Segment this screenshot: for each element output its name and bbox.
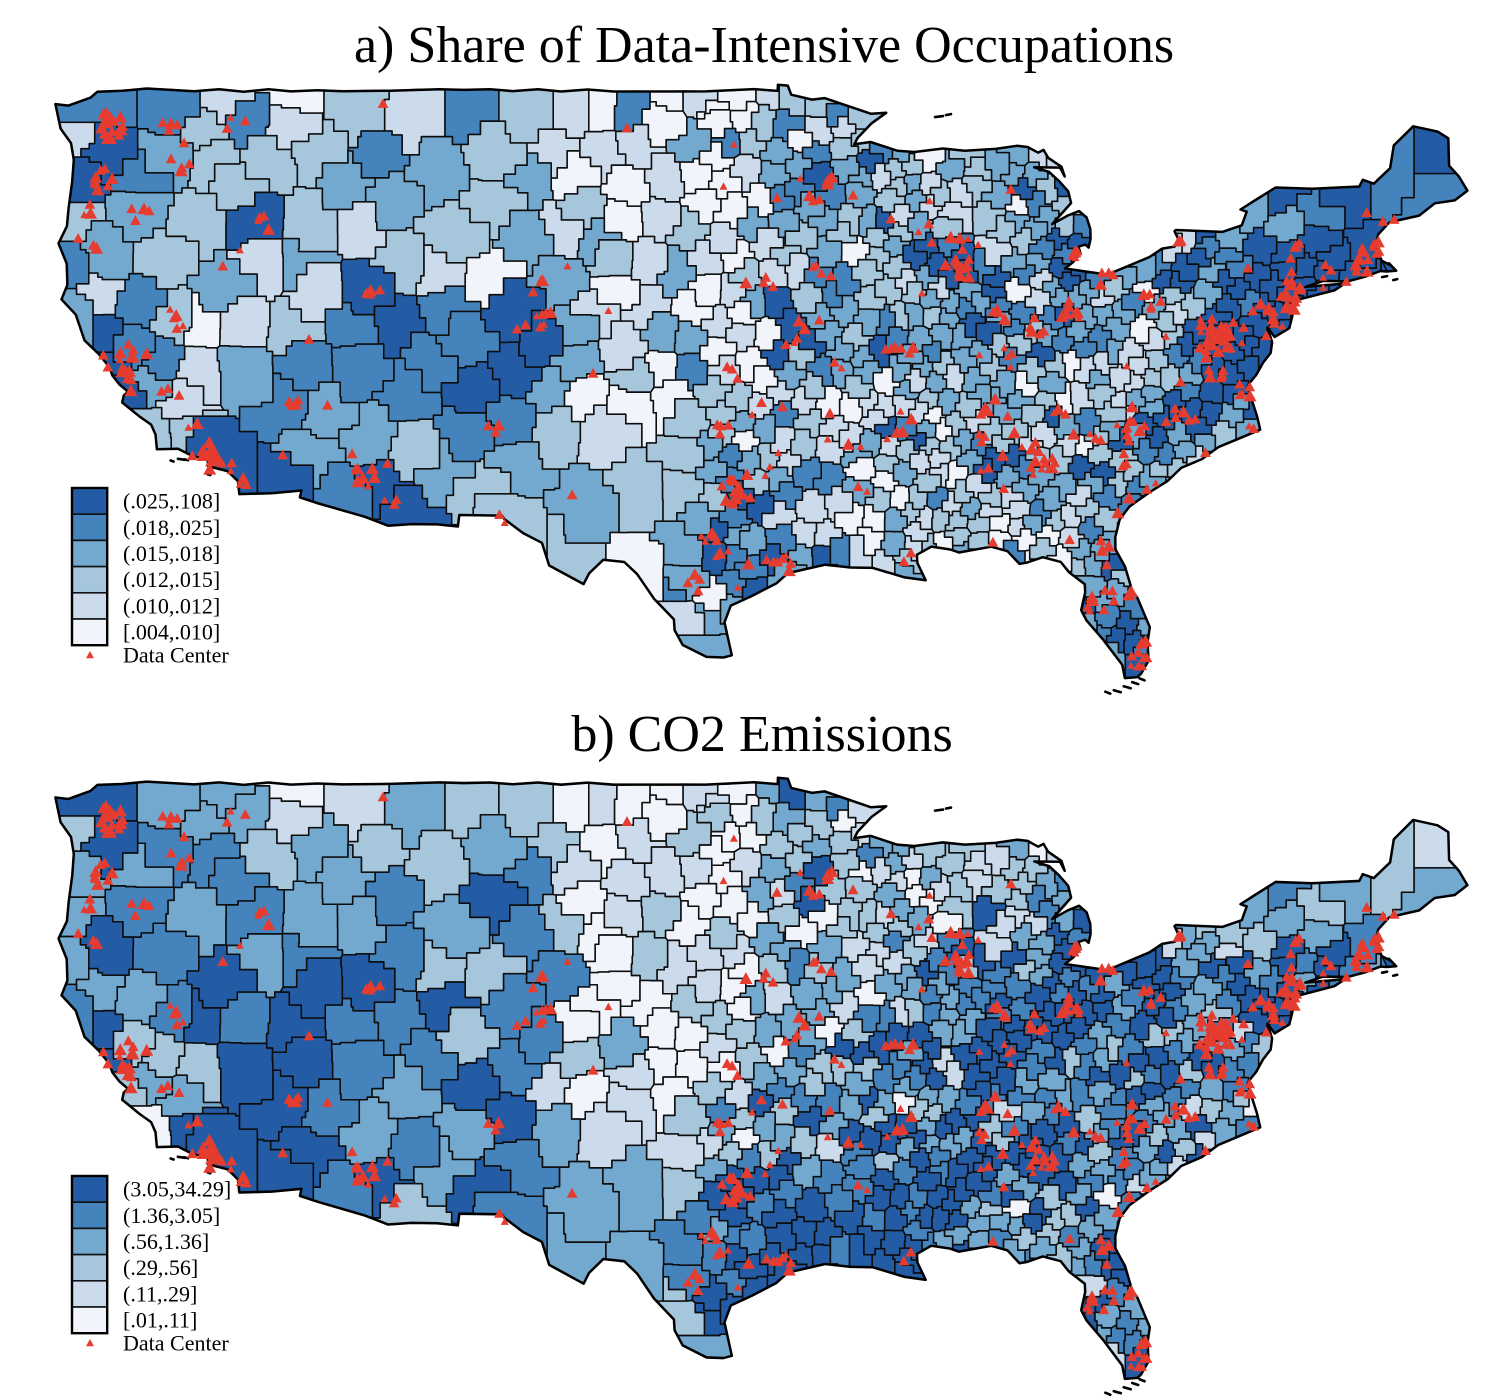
- svg-text:(.010,.012]: (.010,.012]: [123, 593, 220, 618]
- svg-text:(.012,.015]: (.012,.015]: [123, 567, 220, 592]
- svg-text:(1.36,3.05]: (1.36,3.05]: [123, 1203, 220, 1228]
- svg-text:(3.05,34.29]: (3.05,34.29]: [123, 1177, 231, 1202]
- svg-text:Data Center: Data Center: [123, 643, 229, 668]
- svg-text:(.025,.108]: (.025,.108]: [123, 489, 220, 514]
- svg-text:(.018,.025]: (.018,.025]: [123, 515, 220, 540]
- svg-text:[.01,.11]: [.01,.11]: [123, 1308, 197, 1333]
- svg-text:Data Center: Data Center: [123, 1331, 229, 1356]
- svg-text:(.11,.29]: (.11,.29]: [123, 1281, 197, 1306]
- svg-text:(.015,.018]: (.015,.018]: [123, 541, 220, 566]
- svg-text:a) Share of Data-Intensive Occ: a) Share of Data-Intensive Occupations: [354, 17, 1174, 74]
- svg-text:[.004,.010]: [.004,.010]: [123, 620, 220, 645]
- svg-text:(.56,1.36]: (.56,1.36]: [123, 1229, 209, 1254]
- svg-text:(.29,.56]: (.29,.56]: [123, 1255, 198, 1280]
- svg-text:b) CO2 Emissions: b) CO2 Emissions: [571, 706, 952, 763]
